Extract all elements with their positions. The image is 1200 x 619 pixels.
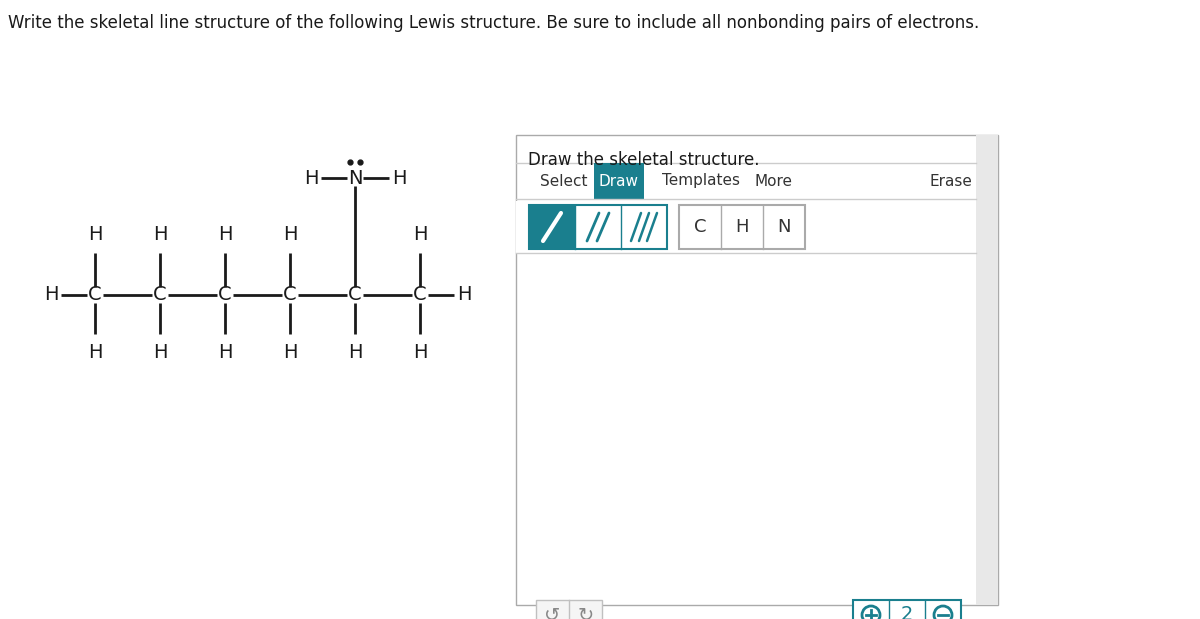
Text: 2: 2 [901,605,913,619]
Text: C: C [348,285,362,305]
Text: Draw the skeletal structure.: Draw the skeletal structure. [528,151,760,169]
Text: C: C [283,285,296,305]
Bar [536,600,602,619]
Bar [529,205,667,249]
Text: H: H [413,225,427,245]
Text: H: H [43,285,59,305]
Bar [516,201,976,253]
Bar [529,205,575,249]
Text: H: H [283,342,298,361]
Text: ↺: ↺ [545,605,560,619]
Bar [976,135,998,605]
Text: C: C [154,285,167,305]
Text: Select: Select [540,173,588,189]
Bar [853,600,961,619]
Text: H: H [217,225,233,245]
Bar [679,205,805,249]
Text: Templates: Templates [662,173,740,189]
Text: H: H [391,168,407,188]
Text: N: N [348,168,362,188]
Text: H: H [88,342,102,361]
Text: H: H [413,342,427,361]
Text: C: C [413,285,427,305]
Text: H: H [736,218,749,236]
Text: ↻: ↻ [577,605,594,619]
Text: H: H [88,225,102,245]
Text: Draw: Draw [599,173,640,189]
Text: C: C [218,285,232,305]
Text: N: N [778,218,791,236]
Text: H: H [457,285,472,305]
Bar [594,163,644,199]
Text: H: H [348,342,362,361]
Text: H: H [152,342,167,361]
Text: H: H [152,225,167,245]
Text: Erase: Erase [930,173,972,189]
Text: C: C [88,285,102,305]
Bar [516,135,998,605]
Text: C: C [694,218,707,236]
Text: Write the skeletal line structure of the following Lewis structure. Be sure to i: Write the skeletal line structure of the… [8,14,979,32]
Text: H: H [304,168,318,188]
Text: More: More [755,173,793,189]
Text: H: H [283,225,298,245]
Text: H: H [217,342,233,361]
